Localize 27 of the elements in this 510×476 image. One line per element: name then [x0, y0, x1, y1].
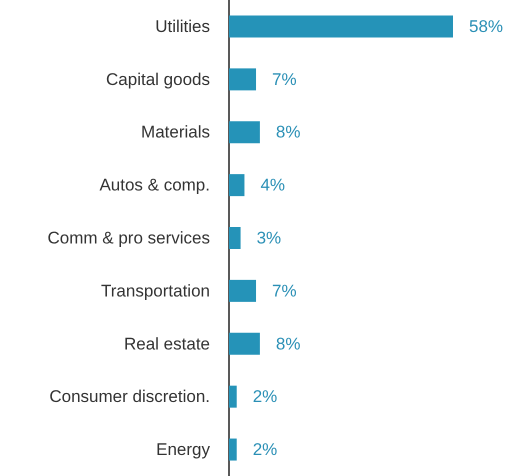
bar: [229, 386, 237, 408]
data-label: 2%: [252, 387, 278, 406]
y-tick-label: Capital goods: [106, 70, 210, 89]
data-label: 8%: [276, 122, 300, 142]
y-tick-label: Autos & comp.: [99, 176, 210, 195]
bar: [229, 68, 256, 90]
bar: [229, 438, 237, 461]
y-tick-label: Energy: [156, 440, 210, 460]
bar: [229, 174, 244, 196]
bar: [229, 15, 453, 38]
y-tick-label: Consumer discretion.: [49, 387, 210, 406]
data-label: 7%: [272, 281, 297, 300]
bar: [229, 280, 256, 302]
bar: [229, 332, 260, 355]
y-tick-label: Comm & pro services: [48, 228, 210, 248]
data-label: 3%: [256, 228, 282, 248]
y-tick-label: Materials: [141, 122, 210, 142]
bar: [229, 121, 260, 144]
y-tick-label: Utilities: [155, 16, 210, 36]
data-label: 2%: [252, 440, 278, 460]
data-label: 8%: [276, 334, 300, 354]
data-label: 4%: [260, 176, 286, 195]
data-label: 58%: [469, 16, 504, 36]
data-label: 7%: [272, 70, 297, 89]
y-tick-label: Transportation: [101, 281, 210, 300]
y-tick-label: Real estate: [124, 334, 210, 354]
bar: [229, 227, 241, 249]
